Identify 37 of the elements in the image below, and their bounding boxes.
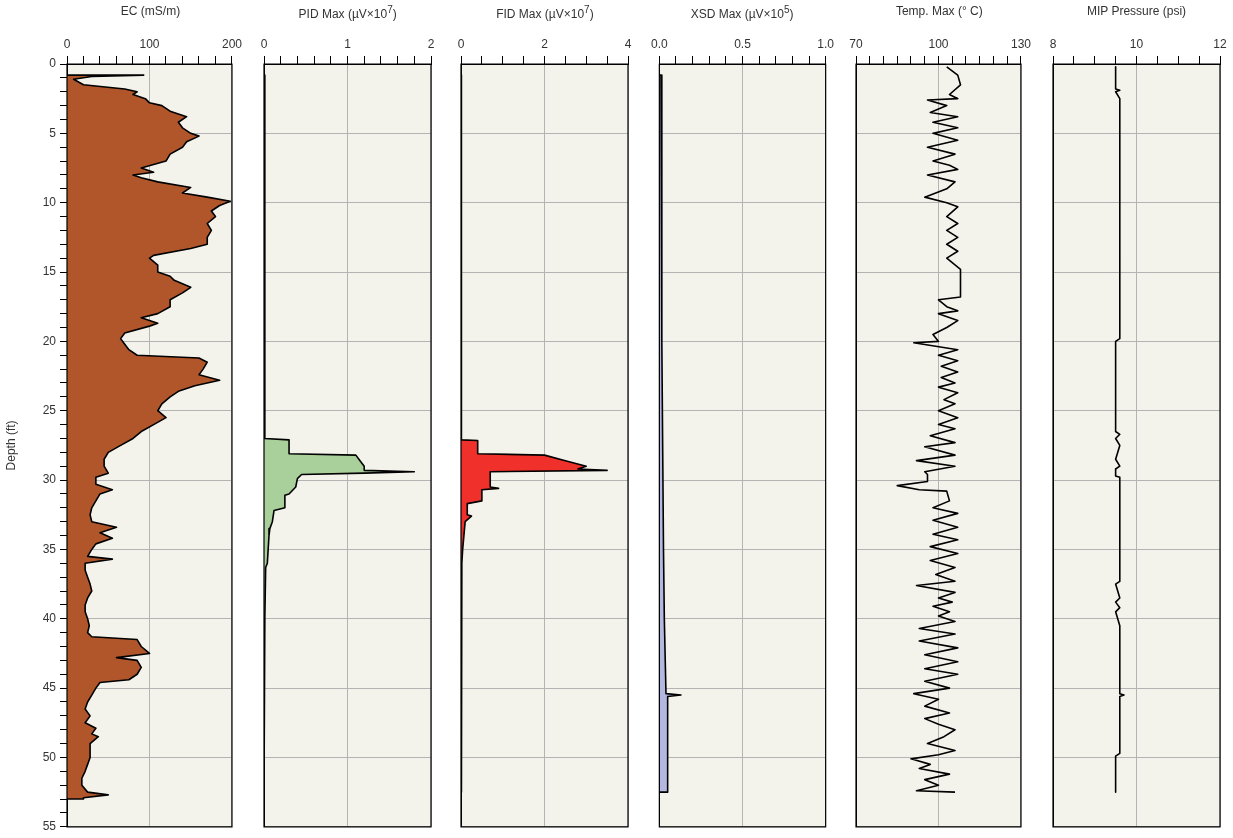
y-tick-label: 30 — [42, 472, 57, 487]
x-tick-label: 2 — [427, 37, 435, 52]
x-tick-label: 0.5 — [733, 37, 751, 52]
y-tick-label: 35 — [42, 541, 57, 556]
x-tick-label: 0 — [260, 37, 268, 52]
x-tick-label: 1.0 — [816, 37, 834, 52]
x-axis-title: Temp. Max (° C) — [895, 4, 983, 18]
x-tick-label: 12 — [1213, 37, 1227, 52]
y-tick-label: 45 — [42, 680, 57, 695]
y-tick-label: 0 — [49, 56, 57, 71]
y-tick-label: 50 — [42, 749, 57, 764]
x-tick-label: 70 — [849, 37, 863, 52]
x-tick-label: 100 — [928, 37, 949, 52]
x-tick-label: 10 — [1129, 37, 1144, 52]
x-tick-label: 200 — [221, 37, 243, 52]
y-tick-label: 5 — [49, 125, 57, 140]
y-tick-label: 15 — [42, 264, 57, 279]
x-tick-label: 1 — [344, 37, 352, 52]
x-axis-title: FID Max (µV×10$^{7}$) — [496, 4, 594, 21]
x-tick-label: 2 — [541, 37, 549, 52]
x-tick-label: 130 — [1010, 37, 1032, 52]
y-tick-label: 25 — [42, 403, 57, 418]
y-tick-label: 20 — [42, 333, 57, 348]
y-tick-label: 10 — [42, 195, 57, 209]
y-tick-label: 55 — [42, 819, 57, 834]
x-tick-label: 4 — [625, 37, 633, 52]
x-axis-title: XSD Max (µV×10$^{5}$) — [690, 4, 794, 21]
x-axis-title: EC (mS/m) — [120, 4, 181, 18]
y-tick-label: 40 — [42, 611, 57, 626]
x-tick-label: 8 — [1049, 37, 1057, 52]
x-tick-label: 0 — [458, 37, 466, 52]
x-tick-label: 0 — [63, 37, 71, 52]
y-axis-title: Depth (ft) — [3, 420, 18, 471]
x-tick-label: 0.0 — [650, 37, 668, 52]
x-axis-title: PID Max (µV×10$^{7}$) — [298, 4, 397, 21]
x-tick-label: 100 — [139, 37, 160, 52]
x-axis-title: MIP Pressure (psi) — [1086, 4, 1187, 18]
